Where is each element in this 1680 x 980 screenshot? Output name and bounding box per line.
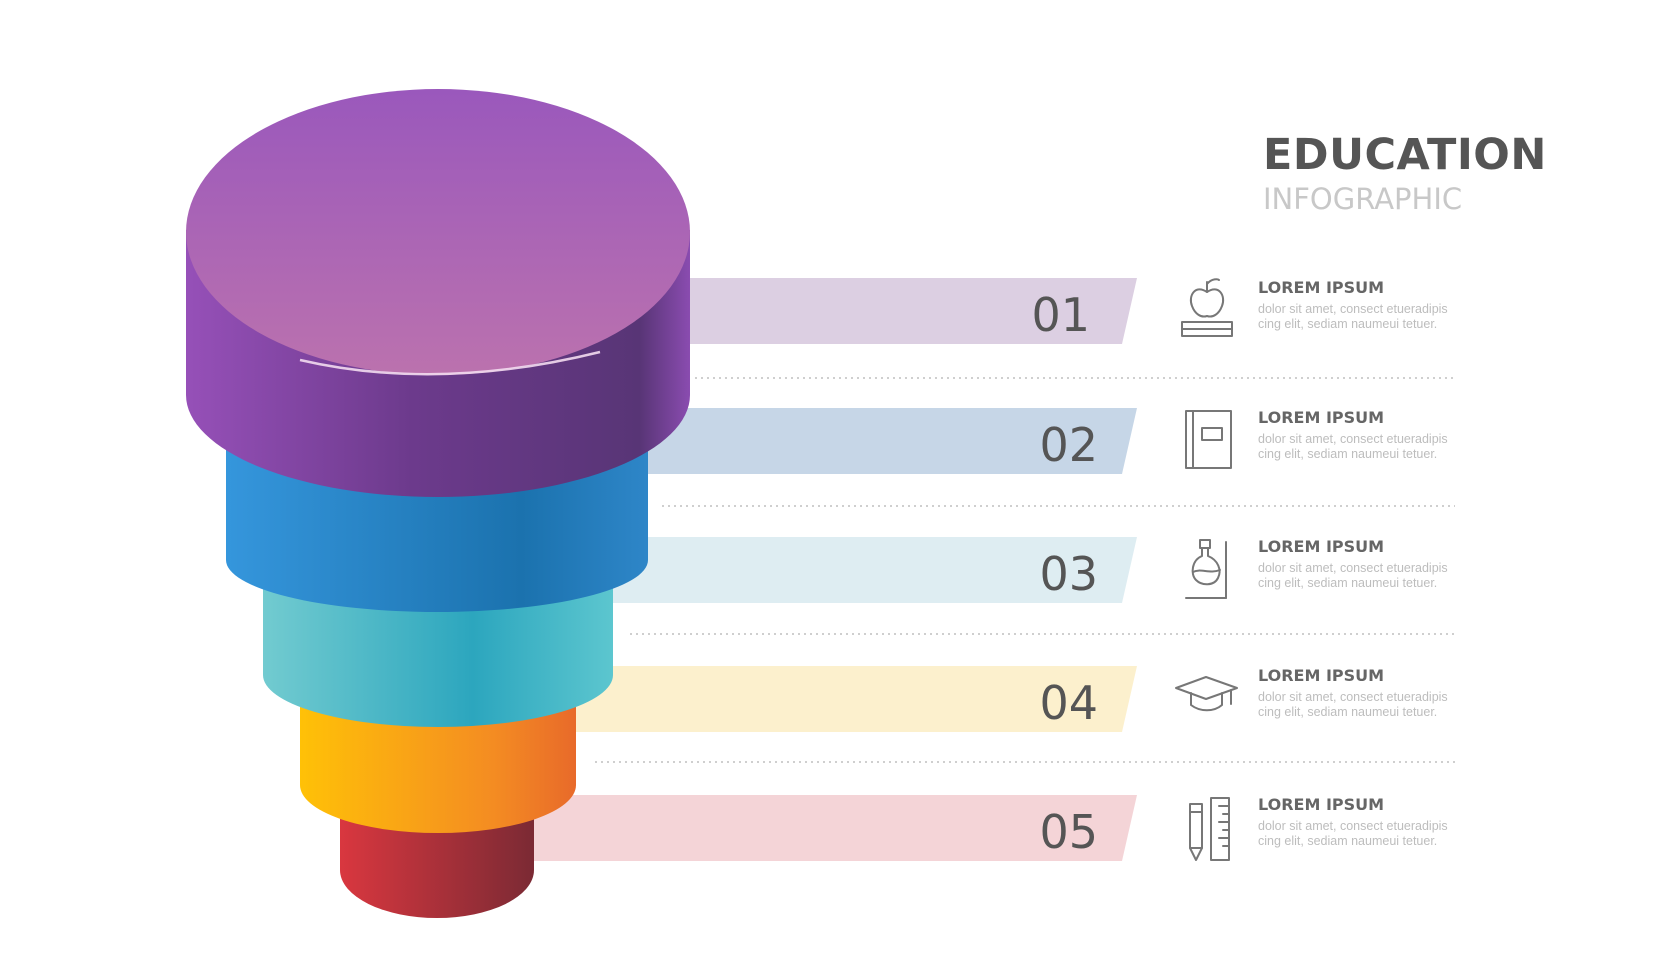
item-heading-03: LOREM IPSUM xyxy=(1258,537,1385,556)
infographic-title: EDUCATION xyxy=(1263,130,1547,180)
funnel-layer-02 xyxy=(226,450,648,612)
item-heading-02: LOREM IPSUM xyxy=(1258,408,1385,427)
band-number-05: 05 xyxy=(1039,805,1098,859)
funnel-layer-04 xyxy=(300,690,576,833)
item-text-01: dolor sit amet, consect etueradipis cing… xyxy=(1258,302,1448,331)
band-02 xyxy=(620,408,1137,474)
funnel-layer-03 xyxy=(263,580,613,727)
band-05 xyxy=(525,795,1137,861)
item-text-04: dolor sit amet, consect etueradipis cing… xyxy=(1258,690,1448,719)
band-04 xyxy=(560,666,1137,732)
band-number-01: 01 xyxy=(1031,288,1090,342)
item-text-05: dolor sit amet, consect etueradipis cing… xyxy=(1258,819,1448,848)
pencil-ruler-icon xyxy=(1189,797,1230,861)
item-text-02: dolor sit amet, consect etueradipis cing… xyxy=(1258,432,1448,461)
band-number-03: 03 xyxy=(1039,547,1098,601)
funnel-layer-05 xyxy=(340,808,534,918)
band-03 xyxy=(590,537,1137,603)
apple-on-books-icon xyxy=(1181,278,1233,337)
book-icon xyxy=(1185,410,1232,469)
band-number-02: 02 xyxy=(1039,418,1098,472)
item-heading-01: LOREM IPSUM xyxy=(1258,278,1385,297)
item-heading-04: LOREM IPSUM xyxy=(1258,666,1385,685)
graduation-cap-icon xyxy=(1175,676,1238,712)
funnel-top-highlight xyxy=(299,350,601,376)
band-01 xyxy=(660,278,1137,344)
item-text-03: dolor sit amet, consect etueradipis cing… xyxy=(1258,561,1448,590)
item-heading-05: LOREM IPSUM xyxy=(1258,795,1385,814)
funnel-layer-01-top xyxy=(186,89,690,375)
flask-icon xyxy=(1185,539,1227,599)
band-number-04: 04 xyxy=(1039,676,1098,730)
infographic-subtitle: INFOGRAPHIC xyxy=(1263,182,1463,216)
